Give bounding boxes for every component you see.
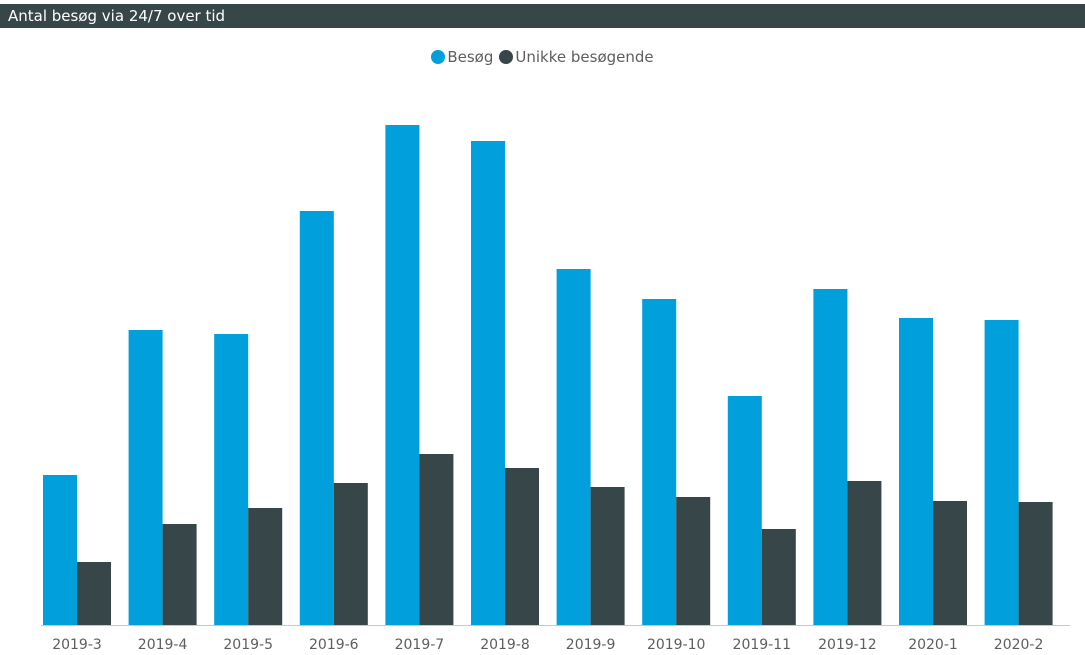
bar-besog-2020-1[interactable]	[899, 318, 933, 625]
bar-unikke-2019-12[interactable]	[847, 481, 882, 625]
bar-besog-2019-5[interactable]	[214, 334, 249, 625]
bar-unikke-2019-6[interactable]	[333, 483, 368, 625]
bar-unikke-2019-9[interactable]	[590, 487, 625, 625]
x-tick-label: 2019-12	[818, 637, 877, 653]
bar-unikke-2019-8[interactable]	[505, 468, 539, 625]
legend-label-unikke: Unikke besøgende	[515, 48, 654, 66]
bar-unikke-2019-3[interactable]	[77, 562, 111, 625]
bar-unikke-2020-1[interactable]	[933, 501, 967, 625]
bar-unikke-2019-4[interactable]	[162, 524, 197, 625]
x-tick-label: 2020-2	[994, 637, 1044, 653]
bar-unikke-2019-7[interactable]	[419, 454, 454, 625]
bar-besog-2019-10[interactable]	[642, 299, 677, 625]
x-tick-label: 2019-6	[309, 637, 359, 653]
bar-unikke-2019-11[interactable]	[761, 529, 796, 625]
bar-besog-2019-3[interactable]	[43, 475, 77, 625]
legend: Besøg Unikke besøgende	[0, 48, 1085, 66]
x-tick-label: 2019-4	[138, 637, 188, 653]
x-tick-label: 2019-3	[52, 637, 102, 653]
bar-besog-2020-2[interactable]	[984, 320, 1019, 625]
x-tick-label: 2019-11	[733, 637, 792, 653]
bar-unikke-2019-10[interactable]	[676, 497, 711, 625]
chart-title: Antal besøg via 24/7 over tid	[0, 4, 1085, 28]
legend-item-besog[interactable]: Besøg	[431, 48, 493, 66]
bar-unikke-2020-2[interactable]	[1018, 502, 1053, 625]
bar-besog-2019-8[interactable]	[471, 141, 505, 625]
bar-besog-2019-9[interactable]	[556, 269, 591, 625]
legend-label-besog: Besøg	[447, 48, 494, 66]
x-tick-label: 2019-7	[395, 637, 445, 653]
legend-item-unikke[interactable]: Unikke besøgende	[499, 48, 654, 66]
bar-besog-2019-11[interactable]	[727, 396, 762, 625]
bar-besog-2019-7[interactable]	[385, 125, 420, 625]
x-tick-label: 2020-1	[908, 637, 958, 653]
bar-unikke-2019-5[interactable]	[248, 508, 283, 625]
legend-dot-besog	[431, 50, 446, 64]
bar-besog-2019-6[interactable]	[299, 211, 334, 625]
x-tick-label: 2019-10	[647, 637, 706, 653]
bar-besog-2019-12[interactable]	[813, 289, 848, 625]
bar-besog-2019-4[interactable]	[128, 330, 163, 625]
x-tick-label: 2019-5	[223, 637, 273, 653]
legend-dot-unikke	[499, 50, 514, 64]
x-tick-label: 2019-8	[480, 637, 530, 653]
x-tick-label: 2019-9	[566, 637, 616, 653]
